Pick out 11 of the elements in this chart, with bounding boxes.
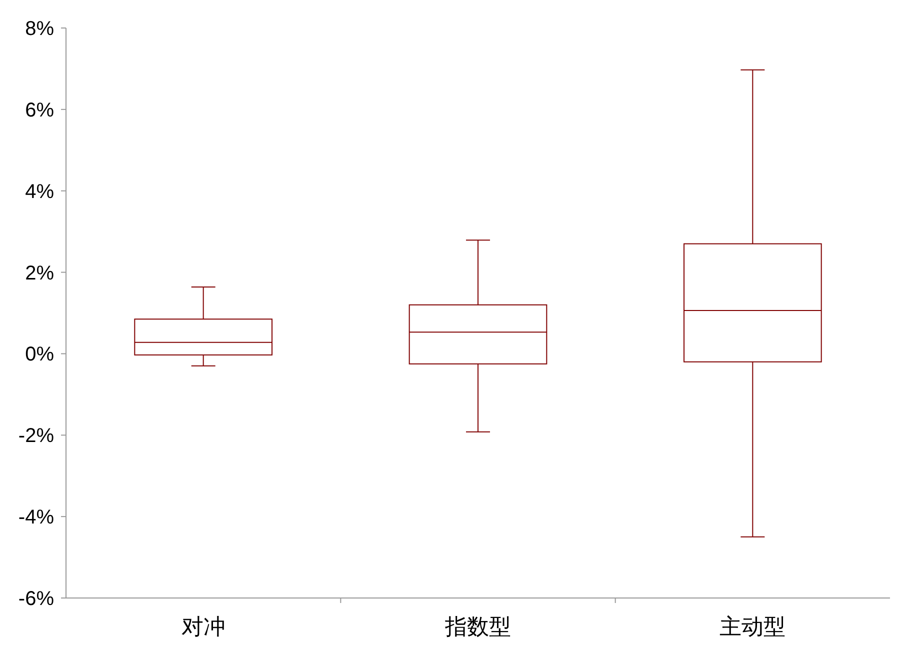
y-tick-label: 4%	[25, 180, 54, 203]
x-tick-label: 主动型	[720, 614, 786, 639]
y-tick-label: 2%	[25, 262, 54, 284]
y-tick-label: 6%	[25, 99, 54, 122]
y-tick-label: -4%	[18, 506, 54, 529]
x-tick-label: 指数型	[444, 614, 511, 639]
y-tick-label: -2%	[18, 425, 54, 448]
y-tick-label: 0%	[25, 344, 54, 366]
y-tick-label: -6%	[18, 588, 54, 610]
y-tick-label: 8%	[25, 18, 54, 40]
x-tick-label: 对冲	[181, 614, 226, 639]
